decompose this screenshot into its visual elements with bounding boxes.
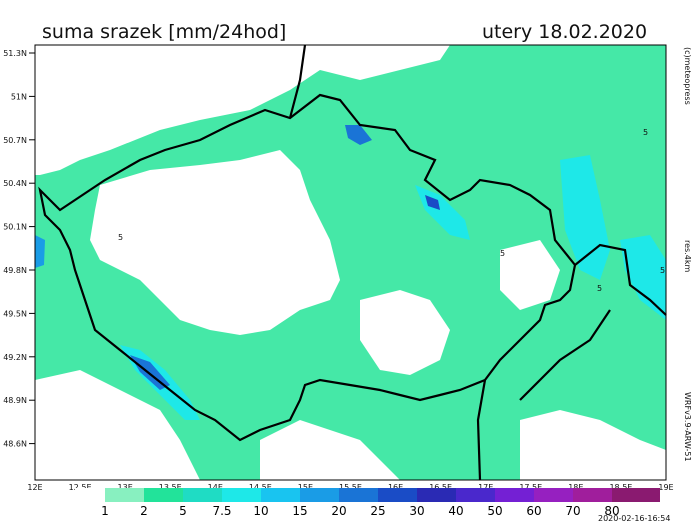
wet-area [560,155,610,280]
lat-label: 48.6N [3,440,27,449]
lon-labels: 12E 12.5E 13E 13.5E 14E 14.5E 15E 15.5E 16E 16.5E… [27,483,673,492]
timestamp: 2020-02-16-16:54 [598,514,670,523]
legend-label: 2 [140,504,148,518]
lon-label: 18E [568,483,583,492]
lon-label: 17.5E [519,483,542,492]
legend-swatch [144,488,183,502]
dry-area [360,290,450,375]
lon-label: 15E [298,483,313,492]
date: utery 18.02.2020 [482,21,647,43]
contour-label: 5 [118,233,123,242]
legend-label: 5 [179,504,187,518]
map: 5 5 5 5 5 [34,44,667,481]
legend-label: 30 [409,504,424,518]
legend-swatch [495,488,534,502]
lat-labels: 51.3N 51N 50.7N 50.4N 50.1N 49.8N 49.5N 49.2N 48… [3,49,35,449]
lon-label: 16.5E [429,483,452,492]
lat-label: 50.4N [3,179,27,188]
dry-area [260,420,400,480]
legend-swatch [261,488,300,502]
legend-swatch [105,488,144,502]
legend-label: 15 [292,504,307,518]
legend-label: 7.5 [212,504,231,518]
lat-label: 49.8N [3,266,27,275]
legend-swatch [300,488,339,502]
lon-label: 14E [208,483,223,492]
legend-label: 1 [101,504,109,518]
legend-label: 20 [331,504,346,518]
legend-swatch [378,488,417,502]
lat-label: 49.5N [3,309,27,318]
legend-label: 25 [370,504,385,518]
lon-label: 19E [658,483,673,492]
dry-area [520,410,666,480]
map-frame [34,44,667,481]
lat-label: 51.3N [3,49,27,58]
model: WRFv3.9-ARW-51 [683,392,692,462]
contour-labels: 5 5 5 5 5 [118,128,665,293]
lat-label: 51N [11,92,27,101]
lon-label: 16E [388,483,403,492]
legend-label: 10 [253,504,268,518]
legend-label: 80 [604,504,619,518]
lon-label: 14.5E [249,483,272,492]
lon-label: 15.5E [339,483,362,492]
lon-label: 12.5E [69,483,92,492]
legend-label: 70 [565,504,580,518]
contour-label: 5 [660,266,665,275]
legend: 1 2 5 7.5 10 15 20 25 30 40 50 60 70 80 [75,488,660,518]
lat-label: 48.9N [3,396,27,405]
dry-area [35,370,200,480]
legend-swatch [417,488,456,502]
contour-label: 5 [597,284,602,293]
title: suma srazek [mm/24hod] [42,21,286,43]
resolution: res.4km [683,240,692,272]
lat-label: 49.2N [3,353,27,362]
dry-area [90,150,340,335]
credit: (c)meteopress [683,47,692,105]
borders [38,44,667,481]
lon-label: 13.5E [159,483,182,492]
dry-area [35,45,450,175]
legend-label: 40 [448,504,463,518]
legend-swatch [222,488,261,502]
wet-core [35,235,45,268]
legend-swatch [612,488,660,502]
lon-label: 12E [27,483,42,492]
legend-swatch [573,488,612,502]
lon-label: 17E [478,483,493,492]
legend-swatch [339,488,378,502]
contour-label: 5 [643,128,648,137]
lon-label: 18.5E [609,483,632,492]
wet-core [345,125,372,145]
lat-label: 50.7N [3,136,27,145]
wet-area [620,235,666,320]
dry-area [500,240,560,310]
lon-label: 13E [118,483,133,492]
legend-label: 50 [487,504,502,518]
legend-swatch [75,488,105,502]
wet-core [425,195,440,210]
legend-swatch [456,488,495,502]
legend-label: 60 [526,504,541,518]
contour-label: 5 [500,249,505,258]
lat-label: 50.1N [3,223,27,232]
legend-swatch [183,488,222,502]
legend-swatch [534,488,573,502]
